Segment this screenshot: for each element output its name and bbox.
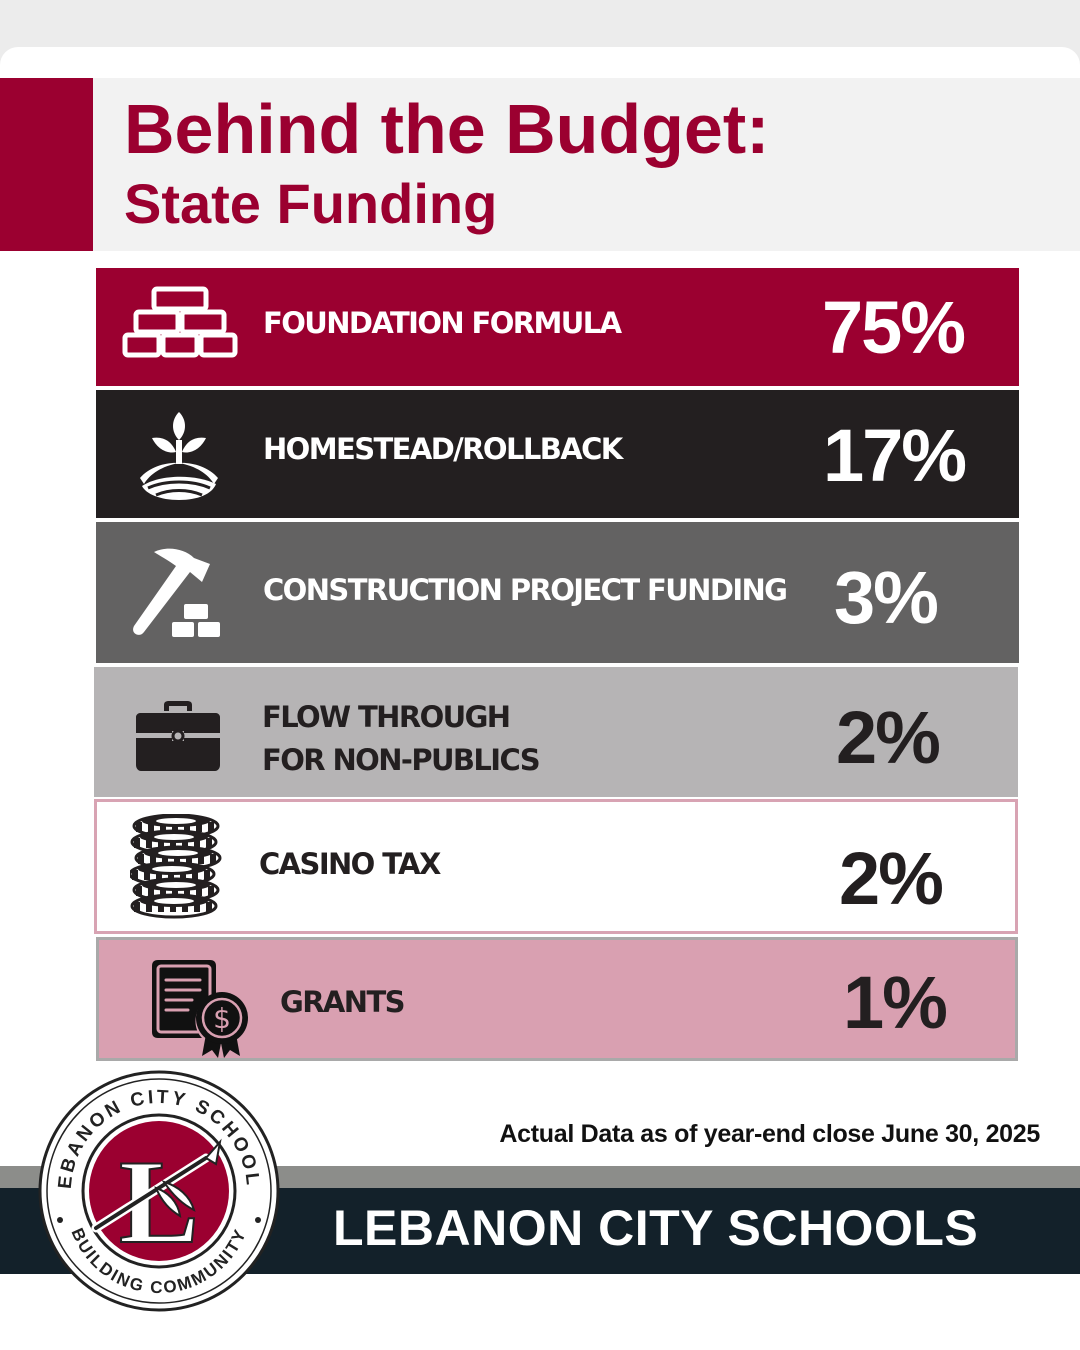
bricks-icon [122, 286, 238, 358]
sprout-field-icon [140, 412, 218, 500]
page-title: Behind the Budget: [124, 90, 770, 168]
funding-percent: 2% [839, 837, 944, 920]
funding-row-foundation-formula: FOUNDATION FORMULA 75% [96, 268, 1019, 386]
footer-organization-name: LEBANON CITY SCHOOLS [333, 1200, 979, 1256]
funding-label-line2: FOR NON-PUBLICS [262, 743, 541, 777]
school-seal-logo: LEBANON CITY SCHOOLS BUILDING COMMUNITY … [38, 1070, 280, 1312]
funding-row-construction-project-funding: CONSTRUCTION PROJECT FUNDING 3% [96, 522, 1019, 663]
hammer-bricks-icon [133, 548, 220, 637]
funding-label: CASINO TAX [259, 847, 441, 881]
data-footnote: Actual Data as of year-end close June 30… [499, 1120, 1040, 1148]
casino-chips-icon [130, 814, 222, 919]
funding-label: GRANTS [280, 985, 406, 1019]
page-subtitle: State Funding [124, 172, 498, 235]
briefcase-icon [136, 701, 220, 771]
svg-text:$: $ [213, 1002, 231, 1035]
funding-row-flow-through-non-publics: FLOW THROUGH FOR NON-PUBLICS 2% [94, 667, 1018, 797]
funding-percent: 2% [836, 696, 941, 779]
header-band [0, 78, 1080, 251]
funding-percent: 1% [843, 961, 948, 1044]
funding-row-grants: $ GRANTS 1% [96, 937, 1018, 1061]
funding-label: FOUNDATION FORMULA [263, 306, 622, 340]
certificate-dollar-icon: $ [152, 960, 248, 1058]
funding-percent: 3% [834, 556, 939, 639]
funding-percent: 75% [822, 286, 966, 369]
funding-label: HOMESTEAD/ROLLBACK [263, 432, 623, 466]
funding-percent: 17% [823, 414, 967, 497]
funding-label-line1: FLOW THROUGH [262, 700, 511, 734]
funding-row-homestead-rollback: HOMESTEAD/ROLLBACK 17% [96, 390, 1019, 518]
funding-row-casino-tax: CASINO TAX 2% [94, 799, 1018, 934]
funding-label: CONSTRUCTION PROJECT FUNDING [263, 573, 788, 607]
header-accent-bar [0, 78, 93, 251]
arrow-feather-icon [91, 1138, 222, 1233]
